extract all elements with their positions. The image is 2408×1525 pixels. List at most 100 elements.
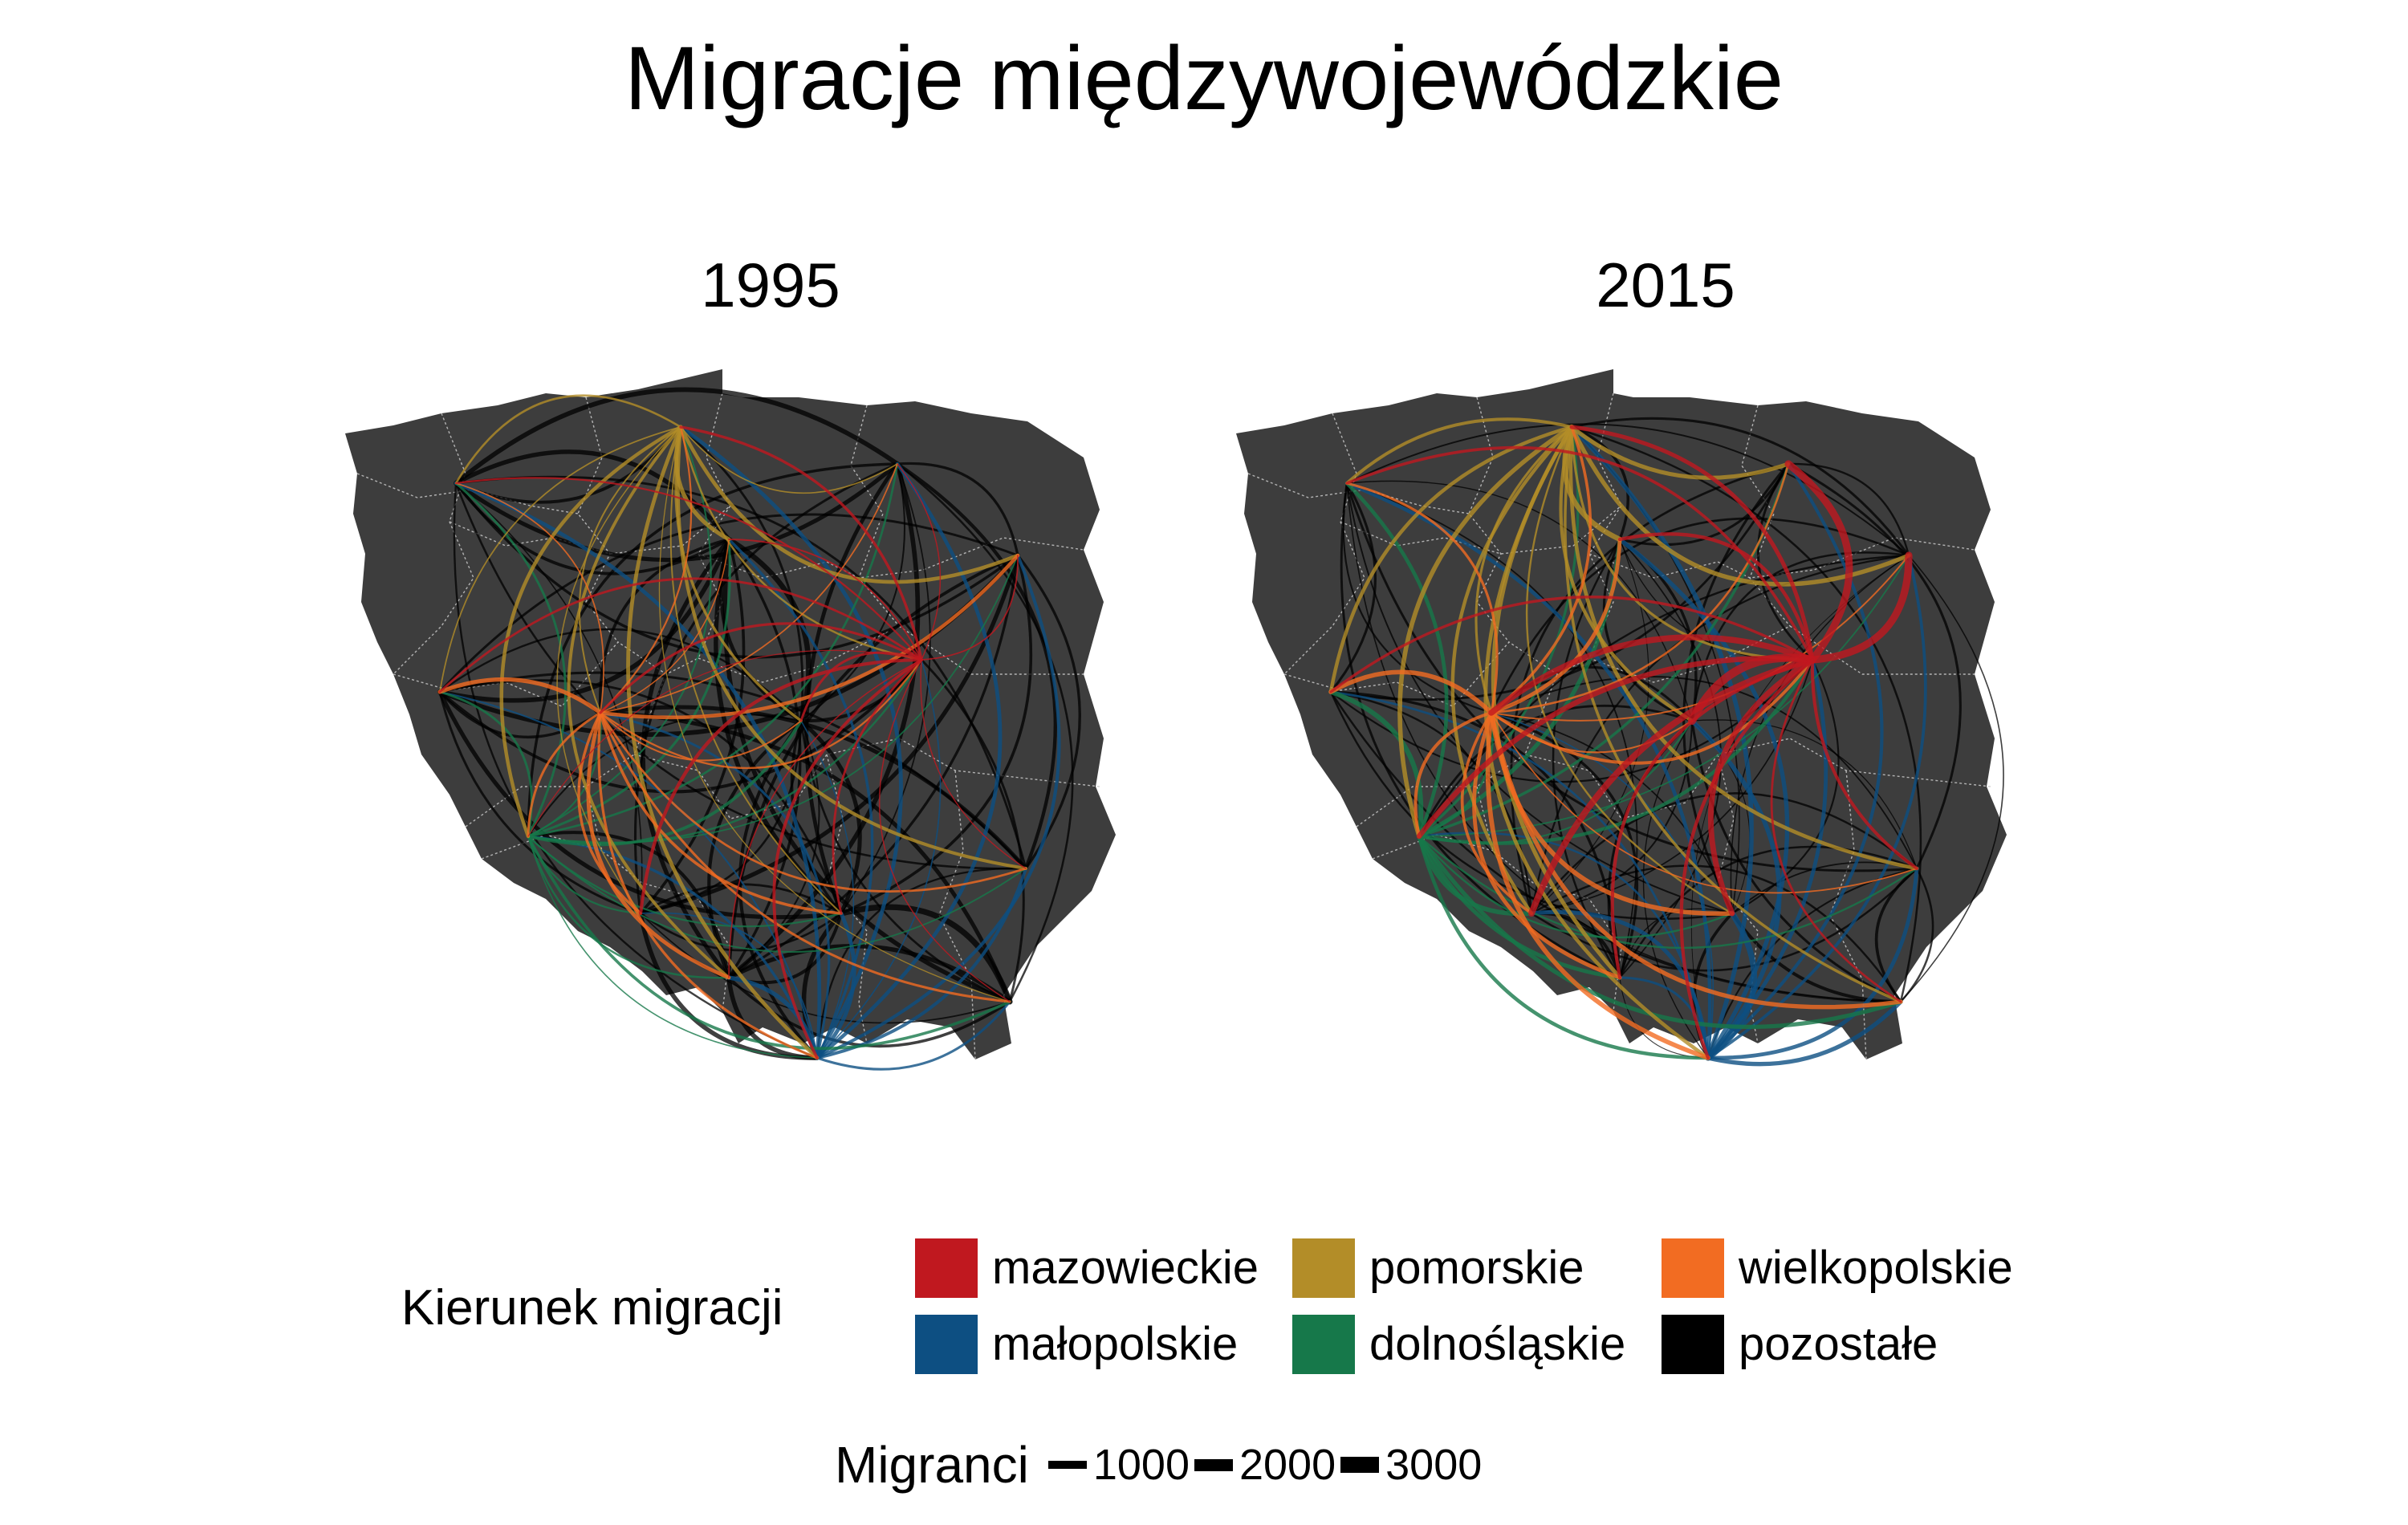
flow-pom-zpm — [454, 394, 682, 485]
flow-wlk-mal — [597, 711, 819, 1059]
flow-dol-pkr — [1417, 834, 1903, 1029]
flow-opo-pkr — [640, 913, 1011, 1024]
flow-pdl-zpm — [1346, 423, 1910, 556]
flow-maz-lod — [799, 651, 923, 722]
legend-item-mazowieckie: mazowieckie — [915, 1236, 1259, 1300]
flow-pom-swi — [669, 426, 842, 914]
flow-maz-pom — [1569, 425, 1815, 662]
flow-maz-lub — [438, 577, 923, 693]
flow-maz-pdl — [921, 555, 1019, 661]
flow-maz-swi — [832, 658, 923, 915]
size-label-2000: 2000 — [1239, 1441, 1336, 1489]
flow-wlk-pom — [599, 425, 693, 714]
flow-lbl-pdl — [1016, 554, 1081, 870]
legend-label-wielkopolskie: wielkopolskie — [1739, 1242, 2013, 1294]
flow-pom-lub — [1328, 425, 1574, 694]
flow-pom-dol — [1397, 425, 1574, 839]
flow-war-dol — [527, 462, 899, 838]
flow-pdl-dol — [1418, 554, 1910, 838]
flow-pom-lod — [674, 425, 803, 722]
flow-pdl-war — [1787, 462, 1910, 557]
flow-wlk-lbl — [599, 711, 1027, 893]
flow-pom-wlk — [1474, 425, 1573, 714]
size-line-2000 — [1194, 1458, 1233, 1471]
flow-pdl-pom — [1570, 417, 1910, 557]
flow-maz-pkr — [1770, 658, 1902, 1003]
flow-sla-lub — [1329, 690, 1621, 979]
flow-lbl-lod — [1691, 719, 1918, 869]
flow-maz-wlk — [599, 622, 923, 714]
flow-war-zpm — [454, 387, 900, 486]
flow-sla-dol — [527, 831, 730, 979]
flow-wlk-zpm — [1345, 482, 1499, 714]
flow-maz-pom — [679, 425, 923, 661]
province-border — [1588, 537, 1975, 579]
flow-mal-pkr — [816, 1000, 1011, 1071]
panel-title-1995: 1995 — [701, 250, 840, 320]
flow-mal-lod — [800, 720, 855, 1059]
flow-maz-zpm — [1345, 445, 1814, 661]
flow-pkr-sla — [726, 944, 1012, 1004]
flow-pom-war — [1569, 425, 1791, 480]
flow-maz-kuj — [728, 539, 922, 661]
flow-maz-opo — [1527, 656, 1816, 917]
legend-label-malopolskie: małopolskie — [992, 1318, 1239, 1370]
flow-zpm-war — [454, 462, 900, 563]
flow-pom-opo — [556, 426, 681, 914]
province-border — [938, 770, 976, 1060]
flow-mal-pom — [1569, 425, 1754, 1060]
flow-lbl-mal — [816, 867, 1027, 1059]
legend-item-pomorskie: pomorskie — [1292, 1236, 1584, 1300]
legend-item-dolnoslaskie: dolnośląskie — [1292, 1312, 1625, 1377]
flow-lub-wlk — [438, 690, 602, 739]
size-legend: Migranci 1000 2000 3000 — [835, 1429, 1487, 1501]
legend-item-wielkopolskie: wielkopolskie — [1662, 1236, 2013, 1300]
legend-swatch-pomorskie — [1292, 1238, 1355, 1298]
flow-pom-maz — [679, 425, 923, 661]
flow-mal-wlk — [1491, 712, 1714, 1059]
flow-mal-pom — [678, 425, 903, 1060]
flow-lbl-zpm — [454, 475, 1027, 870]
flow-wlk-kuj — [1489, 537, 1622, 715]
flow-maz-war — [1784, 460, 1853, 664]
flow-zpm-lbl — [454, 482, 1027, 870]
flow-kuj-wlk — [598, 538, 730, 714]
flow-wlk-lub — [1328, 669, 1494, 715]
flow-dol-mal — [1417, 834, 1710, 1060]
flow-maz-opo — [638, 657, 924, 916]
flow-dol-pdl — [1418, 555, 1910, 837]
flow-mal-war — [1706, 462, 1884, 1060]
flow-wlk-pkr — [1489, 710, 1903, 1010]
flow-swi-lod — [799, 718, 862, 916]
flow-pom-lbl — [1568, 425, 1919, 871]
flow-mal-sla — [1618, 976, 1710, 1059]
size-legend-title: Migranci — [835, 1436, 1029, 1494]
legend-label-mazowieckie: mazowieckie — [992, 1242, 1259, 1294]
flow-wlk-dol — [527, 711, 602, 838]
flow-swi-war — [840, 463, 931, 914]
flow-dol-wlk — [1418, 711, 1495, 838]
flow-pdl-war — [896, 462, 1019, 557]
flow-sla-war — [726, 462, 921, 980]
flow-lub-zpm — [1329, 482, 1377, 693]
legend-swatch-dolnoslaskie — [1292, 1315, 1355, 1374]
flow-wlk-pdl — [598, 553, 1020, 720]
flow-maz-lub — [1329, 596, 1814, 693]
flow-map-2015 — [1236, 369, 2007, 1067]
flow-pom-pkr — [1564, 425, 1902, 1003]
legend-swatch-pozostale — [1662, 1315, 1724, 1374]
flow-maz-sla — [728, 659, 922, 978]
flow-pkr-lbl — [1899, 867, 1934, 1003]
flow-dol-pom — [527, 425, 712, 838]
flow-swi-maz — [1731, 658, 1840, 915]
flow-lod-pkr — [1690, 719, 1902, 1003]
flow-maz-dol — [1416, 655, 1816, 840]
country-shape — [1236, 369, 2007, 1059]
flow-swi-pdl — [840, 554, 1033, 915]
flow-lub-kuj — [437, 537, 731, 703]
flow-maz-pdl — [1808, 551, 1913, 664]
size-key-1000: 1000 — [1047, 1437, 1190, 1493]
legend-swatch-malopolskie — [915, 1315, 978, 1374]
size-label-1000: 1000 — [1092, 1441, 1190, 1489]
flow-dol-kuj — [527, 538, 731, 838]
